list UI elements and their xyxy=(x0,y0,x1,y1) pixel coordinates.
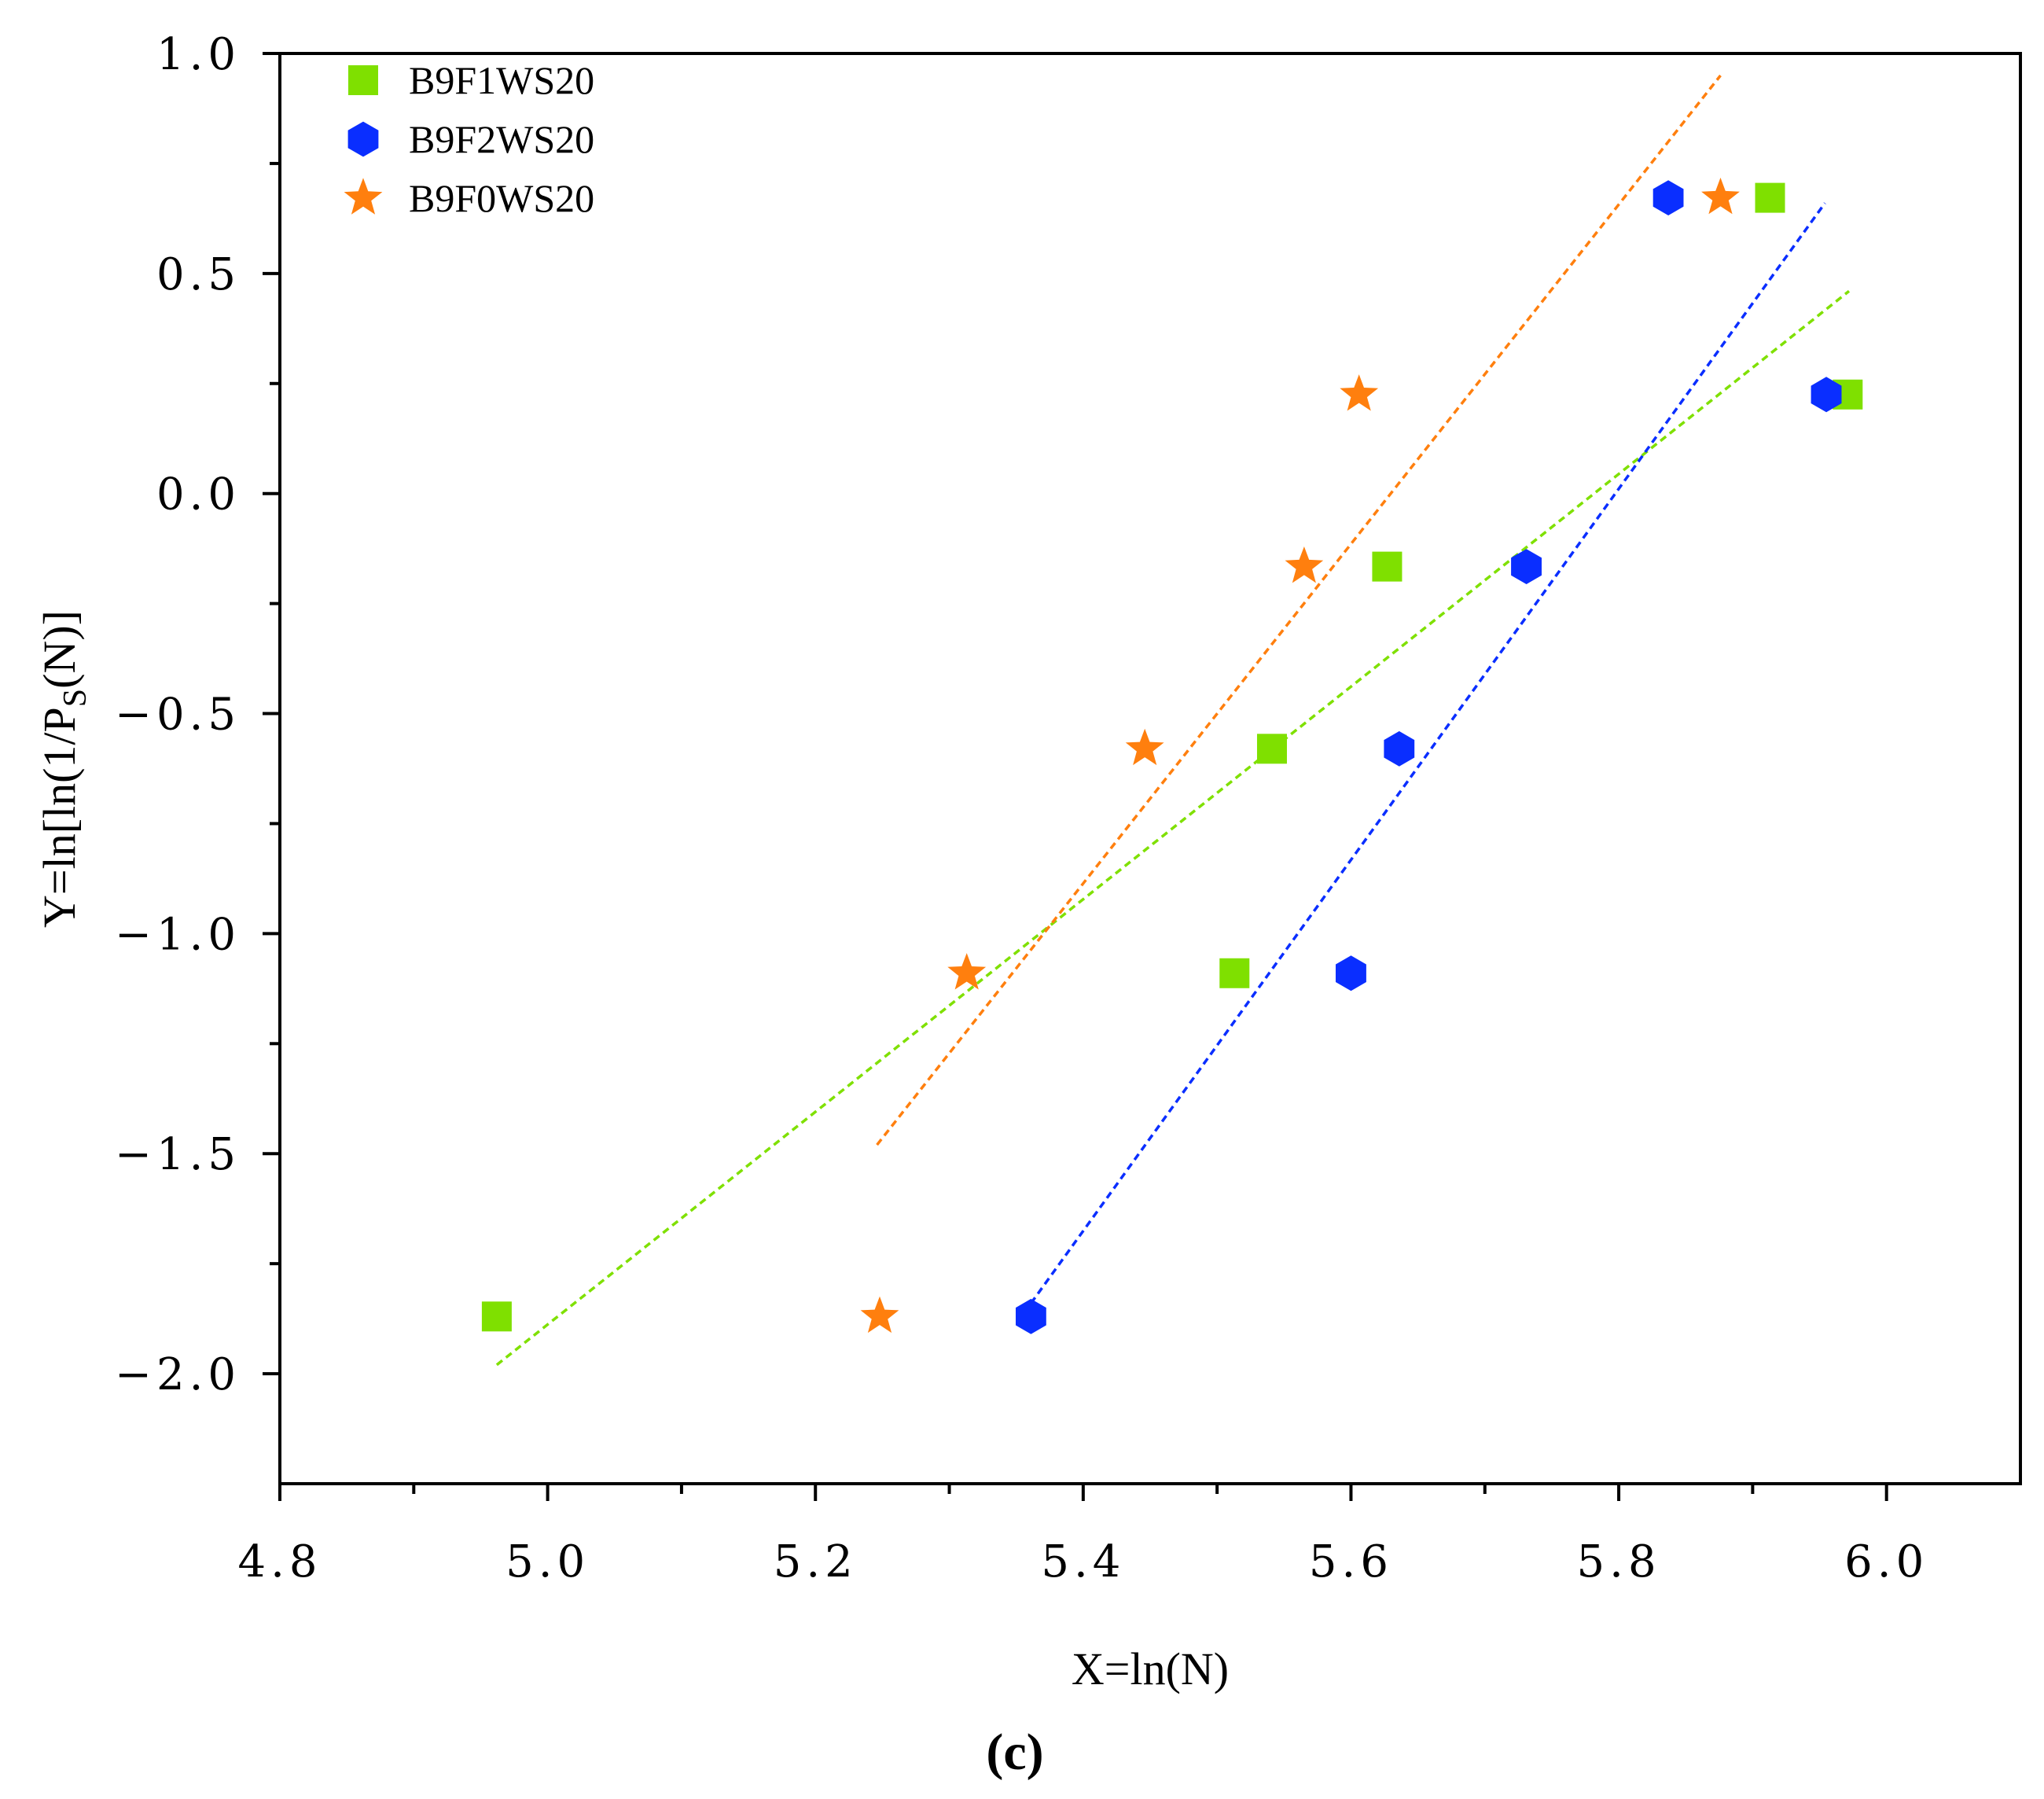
fit-line-b9f1ws20 xyxy=(495,289,1851,1367)
point-b9f0ws20 xyxy=(947,953,987,990)
x-axis-title: X=ln(N) xyxy=(1072,1643,1229,1694)
y-tick-label: −1.0 xyxy=(115,909,241,960)
point-b9f0ws20 xyxy=(1340,374,1379,411)
point-b9f0ws20 xyxy=(1701,177,1740,215)
legend: B9F1WS20 B9F2WS20 B9F0WS20 xyxy=(344,58,594,220)
y-axis-title-sub: S xyxy=(57,689,94,707)
x-tick-label: 5.0 xyxy=(505,1536,590,1587)
point-b9f0ws20 xyxy=(860,1296,899,1334)
x-tick-label: 5.4 xyxy=(1041,1536,1125,1587)
y-tick-label: −1.5 xyxy=(115,1129,241,1180)
x-tick-label: 5.6 xyxy=(1309,1536,1393,1587)
legend-marker-b9f2ws20 xyxy=(347,121,379,157)
point-b9f1ws20 xyxy=(1755,182,1785,213)
x-tick-label: 4.8 xyxy=(237,1536,322,1587)
plot-frame xyxy=(278,52,2022,1485)
y-axis-title: Y=ln[ln(1/PS(N)] xyxy=(34,610,94,928)
legend-marker-b9f1ws20 xyxy=(348,65,378,95)
point-b9f2ws20 xyxy=(1336,955,1366,991)
point-b9f2ws20 xyxy=(1016,1298,1046,1334)
point-b9f2ws20 xyxy=(1511,549,1542,584)
axis-ticks: 4.8 5.0 5.2 5.4 5.6 5.8 6.0 1.0 0.5 0.0 −0.5 −1.0 −1… xyxy=(115,29,1928,1587)
point-b9f1ws20 xyxy=(1256,734,1287,764)
fit-line-b9f2ws20 xyxy=(1030,202,1826,1304)
y-tick-label: 0.5 xyxy=(156,249,241,300)
legend-label: B9F2WS20 xyxy=(409,117,594,161)
x-tick-label: 5.2 xyxy=(774,1536,858,1587)
x-tick-label: 6.0 xyxy=(1844,1536,1928,1587)
y-tick-label: −2.0 xyxy=(115,1349,241,1400)
point-b9f2ws20 xyxy=(1652,180,1684,215)
x-tick-label: 5.8 xyxy=(1577,1536,1661,1587)
point-b9f0ws20 xyxy=(1285,546,1324,583)
point-b9f1ws20 xyxy=(1219,958,1250,988)
y-tick-label: −0.5 xyxy=(115,690,241,741)
point-b9f1ws20 xyxy=(481,1301,512,1332)
legend-label: B9F1WS20 xyxy=(409,58,594,102)
figure-caption: (c) xyxy=(986,1724,1043,1781)
point-b9f1ws20 xyxy=(1372,551,1402,582)
point-b9f2ws20 xyxy=(1384,730,1415,767)
fit-lines xyxy=(495,74,1851,1367)
y-axis-title-main: Y=ln[ln(1/P xyxy=(34,707,85,928)
point-b9f0ws20 xyxy=(1125,728,1164,766)
data-markers xyxy=(481,177,1863,1334)
y-tick-label: 0.0 xyxy=(156,469,241,521)
legend-marker-b9f0ws20 xyxy=(344,178,383,215)
point-b9f2ws20 xyxy=(1811,377,1842,413)
fit-line-b9f0ws20 xyxy=(876,74,1722,1146)
legend-label: B9F0WS20 xyxy=(409,176,594,220)
y-tick-label: 1.0 xyxy=(156,29,241,80)
y-axis-title-end: (N)] xyxy=(34,610,85,689)
